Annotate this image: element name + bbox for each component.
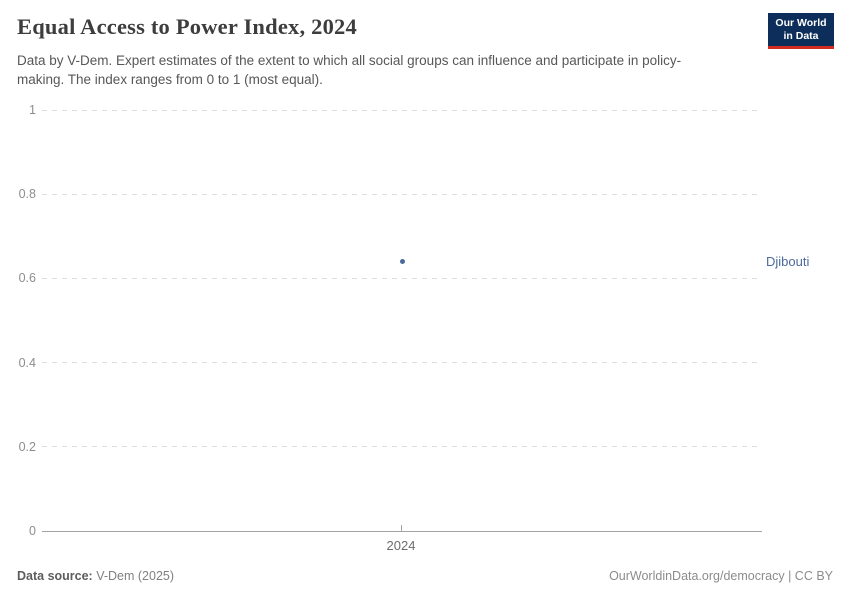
- data-point-djibouti[interactable]: [399, 259, 405, 265]
- y-axis-tick-label: 0.8: [18, 187, 36, 202]
- x-axis-tick-label: 2024: [386, 538, 416, 553]
- y-axis-tick-label: 1: [29, 103, 36, 117]
- y-axis-tick-label: 0.4: [18, 355, 36, 370]
- gridline: [42, 277, 762, 279]
- x-axis-line: [42, 531, 762, 532]
- gridline: [42, 193, 762, 195]
- gridline: [42, 109, 762, 111]
- owid-logo-line2: in Data: [783, 29, 819, 42]
- gridline: [42, 362, 762, 364]
- chart-subtitle: Data by V-Dem. Expert estimates of the e…: [17, 53, 682, 87]
- attribution-link[interactable]: OurWorldinData.org/democracy | CC BY: [609, 569, 833, 583]
- chart-title: Equal Access to Power Index, 2024: [17, 14, 357, 39]
- y-axis-tick-label: 0: [29, 524, 36, 538]
- gridline: [42, 446, 762, 448]
- owid-logo-line1: Our World: [775, 16, 827, 29]
- x-axis-tick: [401, 525, 402, 531]
- data-source-value: V-Dem (2025): [92, 569, 175, 583]
- entity-label-djibouti[interactable]: Djibouti: [766, 254, 810, 270]
- y-axis-tick-label: 0.2: [18, 439, 36, 454]
- owid-logo-box: Our World in Data: [768, 13, 834, 46]
- owid-logo-red-bar: [768, 46, 834, 49]
- data-source-label: Data source:: [17, 569, 93, 583]
- data-source-note: Data source: V-Dem (2025): [17, 569, 174, 583]
- y-axis-tick-label: 0.6: [18, 271, 36, 286]
- owid-logo: Our World in Data: [768, 13, 834, 49]
